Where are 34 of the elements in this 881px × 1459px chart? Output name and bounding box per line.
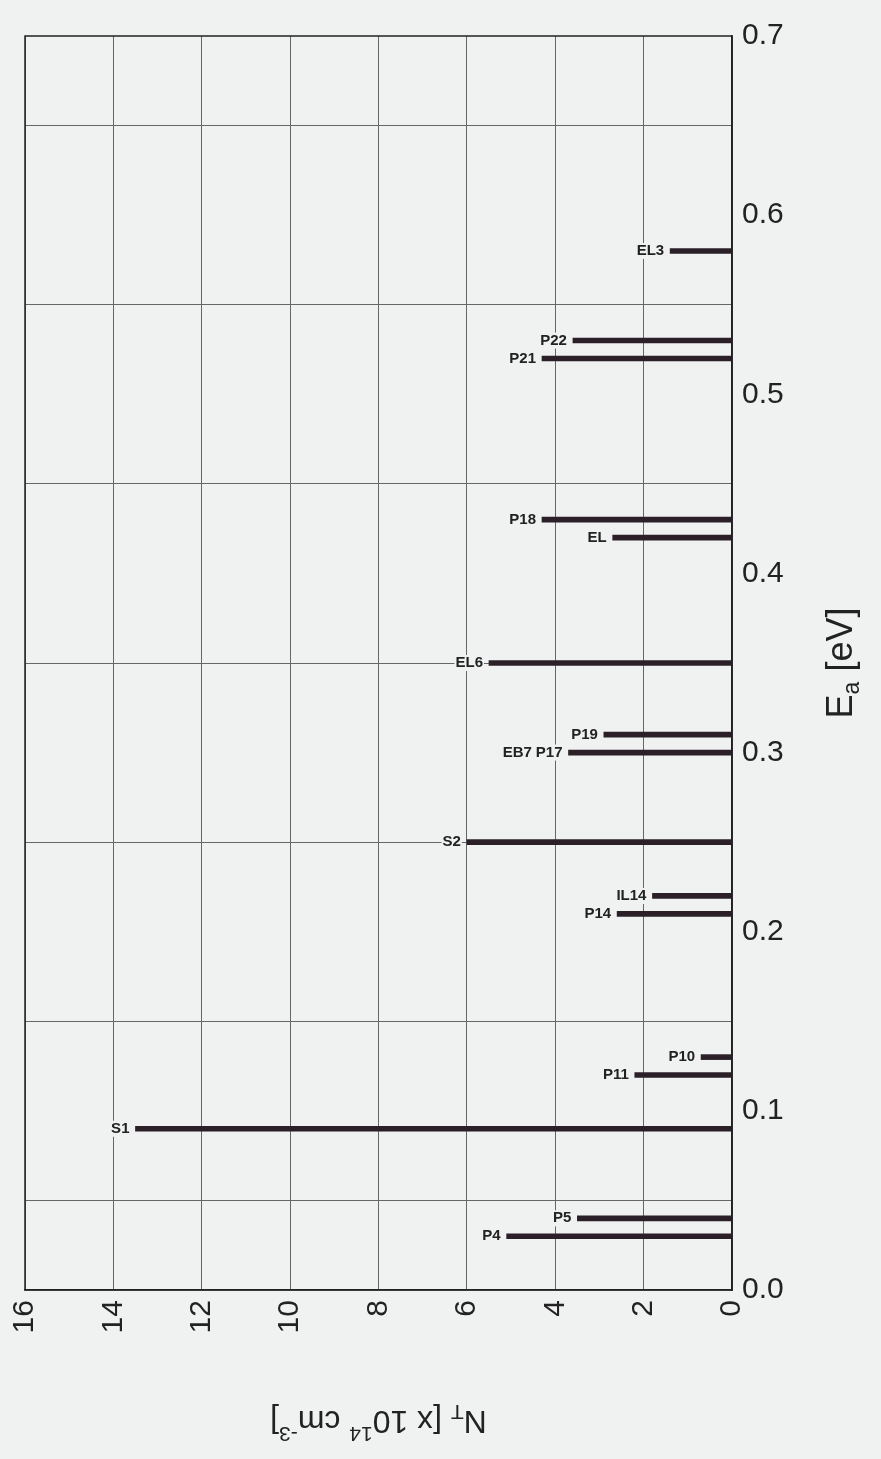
x-tick-label: 8 (359, 1300, 393, 1317)
annotation: S1 (111, 1118, 130, 1136)
x-axis-title: NT [x 1014 cm-3] (270, 1400, 487, 1446)
x-tick-label: 4 (536, 1300, 570, 1317)
x-tick-label: 10 (271, 1300, 305, 1334)
x-tick-label: 6 (448, 1300, 482, 1317)
annotation: P11 (602, 1065, 629, 1083)
annotation: EB7 (502, 742, 532, 760)
x-tick-label: 14 (94, 1300, 128, 1334)
y-tick-label: 0.6 (742, 196, 784, 230)
annotation: P4 (482, 1226, 502, 1244)
y-tick-label: 0.2 (742, 912, 784, 946)
annotation: EL (587, 527, 607, 545)
x-tick-label: 16 (6, 1300, 40, 1334)
annotation: EL6 (455, 653, 483, 671)
y-tick-label: 0.3 (742, 733, 784, 767)
y-axis-title: Ea [eV] (818, 607, 865, 719)
annotation: P5 (553, 1208, 572, 1226)
x-tick-label: 12 (183, 1300, 217, 1334)
x-tick-label: 2 (624, 1300, 658, 1317)
annotation: P21 (509, 348, 537, 366)
y-tick-label: 0.7 (742, 17, 784, 51)
y-tick-label: 0.4 (742, 554, 784, 588)
annotation: P17 (535, 742, 563, 760)
annotation: IL14 (616, 886, 648, 904)
annotation: P10 (668, 1047, 696, 1065)
annotation: P19 (571, 724, 598, 742)
annotation: EL3 (636, 241, 665, 259)
annotation: P18 (509, 509, 537, 527)
y-tick-label: 0.5 (742, 375, 784, 409)
annotation: P14 (584, 903, 612, 921)
y-tick-label: 0.1 (742, 1092, 784, 1126)
annotation: P22 (540, 330, 567, 348)
annotation: S2 (442, 832, 461, 850)
